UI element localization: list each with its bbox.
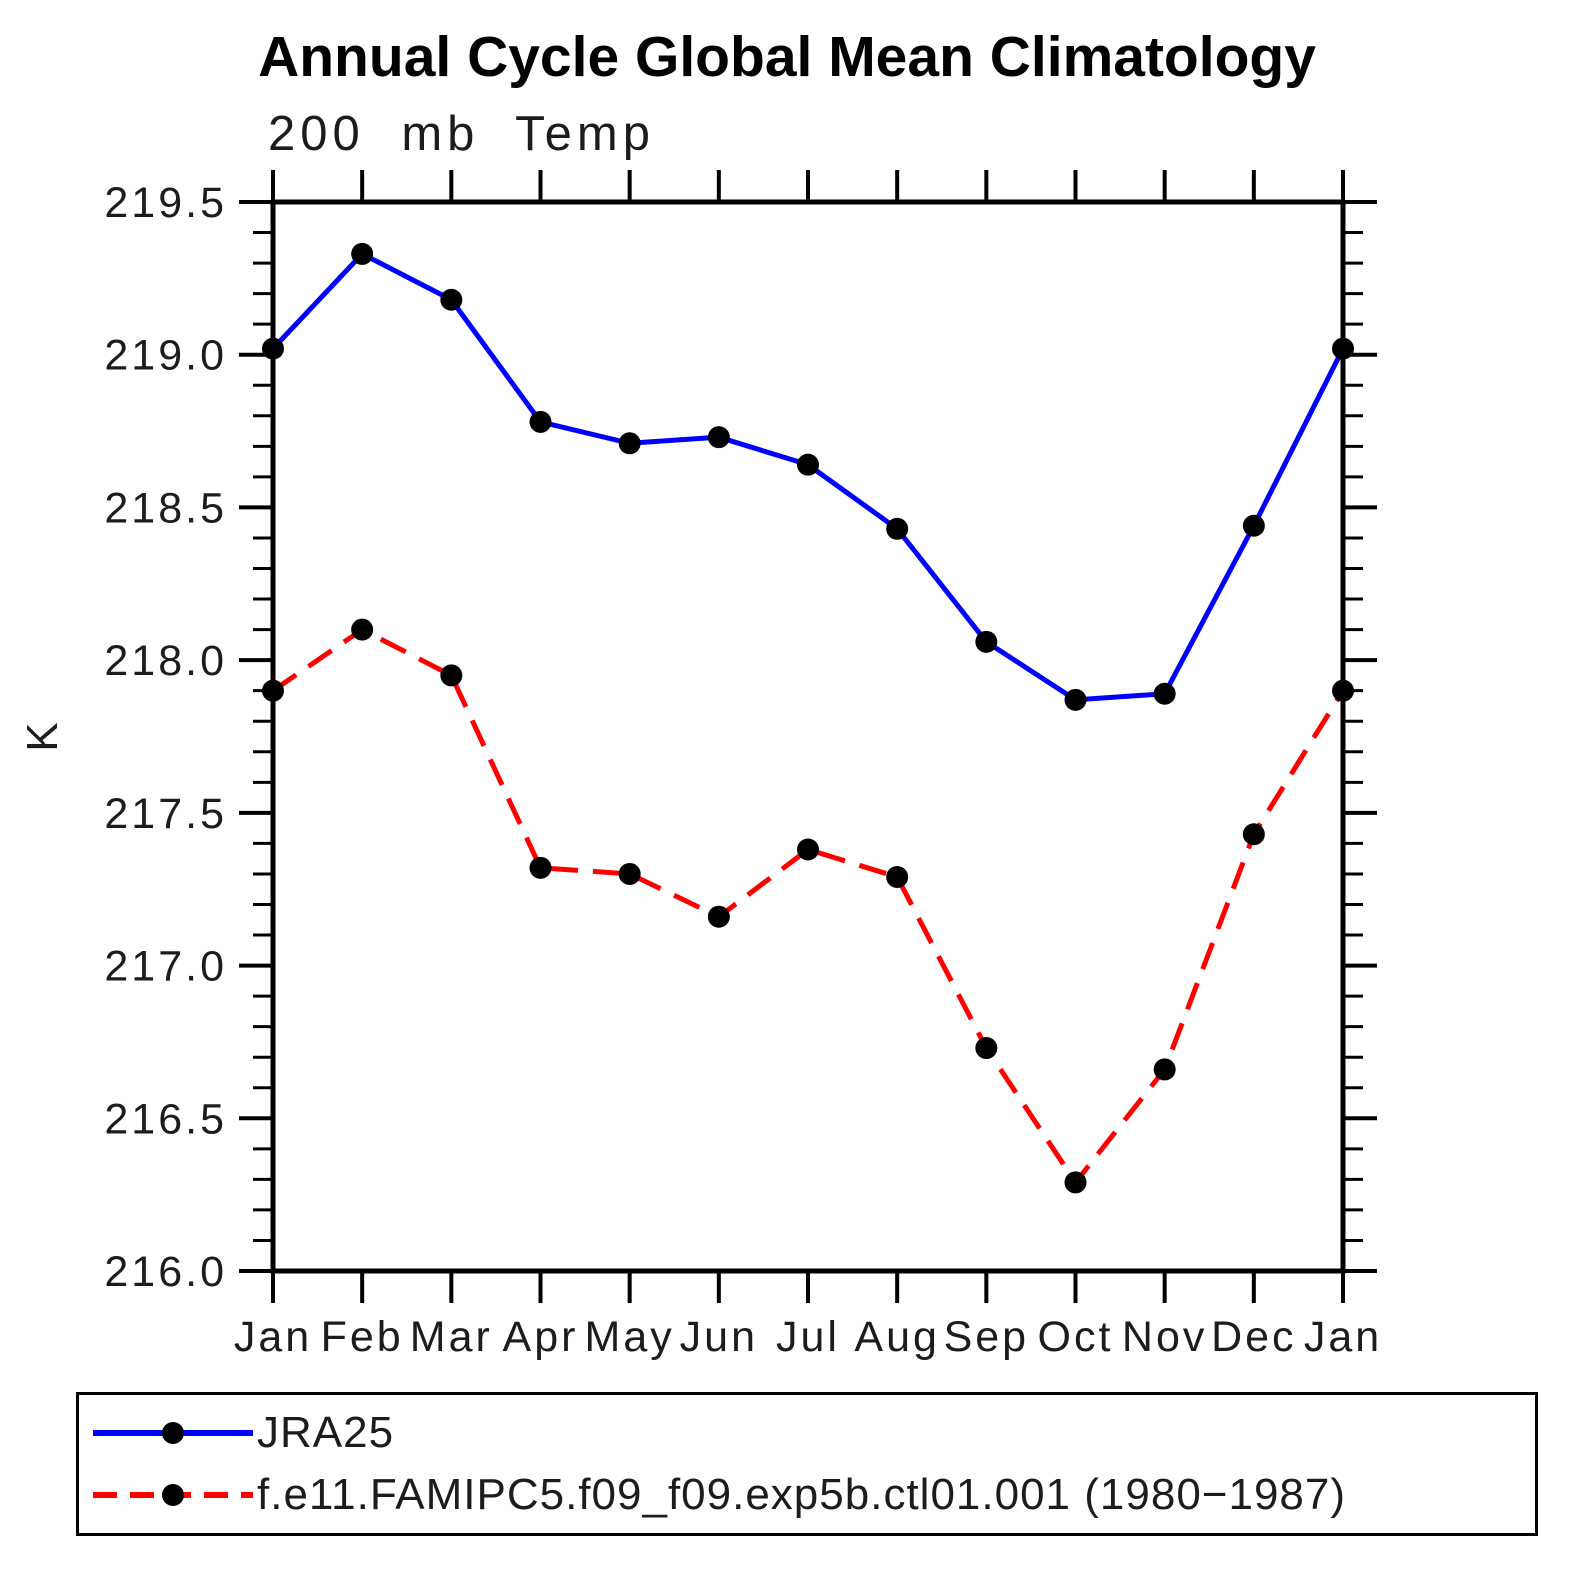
legend-marker-dot: [162, 1484, 184, 1507]
y-tick-label: 218.5: [104, 484, 227, 532]
y-tick-label: 217.5: [104, 790, 227, 838]
data-point-marker: [351, 618, 374, 641]
y-tick-label: 216.5: [104, 1095, 227, 1143]
chart-title: Annual Cycle Global Mean Climatology: [258, 25, 1316, 89]
x-tick-label: Feb: [321, 1313, 404, 1361]
x-tick-label: Dec: [1211, 1313, 1296, 1361]
series-line-jra25: [271, 250, 1346, 703]
legend-row-model: f.e11.FAMIPC5.f09_f09.exp5b.ctl01.001 (1…: [89, 1470, 1535, 1520]
y-tick-label: 217.0: [104, 943, 227, 991]
data-point-marker: [1242, 823, 1265, 846]
x-tick-label: Apr: [503, 1313, 579, 1361]
x-tick-label: Jul: [776, 1313, 840, 1361]
data-point-marker: [975, 1037, 998, 1060]
data-point-marker: [529, 410, 552, 433]
data-point-marker: [1064, 688, 1087, 711]
data-point-marker: [1242, 514, 1265, 537]
data-point-marker: [262, 679, 284, 702]
data-point-marker: [618, 432, 641, 455]
data-point-marker: [886, 517, 909, 540]
data-point-marker: [886, 865, 909, 888]
data-point-marker: [1153, 1058, 1176, 1081]
y-tick-label: 219.0: [104, 332, 227, 380]
data-point-marker: [707, 426, 730, 449]
legend-label: f.e11.FAMIPC5.f09_f09.exp5b.ctl01.001 (1…: [257, 1470, 1347, 1520]
data-point-marker: [975, 630, 998, 653]
data-point-marker: [351, 242, 374, 265]
x-tick-label: Nov: [1122, 1313, 1207, 1361]
legend-box: JRA25 f.e11.FAMIPC5.f09_f09.exp5b.ctl01.0…: [76, 1392, 1538, 1536]
legend-line-swatch: [93, 1421, 253, 1444]
x-tick-label: May: [585, 1313, 675, 1361]
axis-frame: [270, 199, 1346, 1274]
data-point-marker: [440, 664, 463, 687]
data-point-marker: [797, 838, 819, 861]
data-point-marker: [1153, 682, 1176, 705]
x-tick-label: Jun: [680, 1313, 758, 1361]
x-tick-label: Mar: [410, 1313, 493, 1361]
x-tick-label: Jan: [234, 1313, 312, 1361]
legend-label: JRA25: [257, 1407, 395, 1457]
data-point-marker: [1064, 1171, 1087, 1194]
x-tick-label: Aug: [854, 1313, 940, 1361]
legend-line-swatch: [93, 1484, 253, 1507]
data-point-marker: [1332, 679, 1354, 702]
legend-marker-dot: [162, 1421, 184, 1444]
data-point-marker: [1332, 337, 1354, 360]
data-point-marker: [707, 905, 730, 928]
series-line-model: [271, 626, 1346, 1187]
data-point-marker: [440, 288, 463, 311]
data-point-marker: [262, 337, 284, 360]
y-tick-label: 218.0: [104, 637, 227, 685]
data-point-marker: [618, 862, 641, 885]
data-point-marker: [797, 453, 819, 476]
y-tick-label: 216.0: [104, 1248, 227, 1296]
x-tick-label: Oct: [1038, 1313, 1114, 1361]
chart-subtitle: 200 mb Temp: [268, 107, 655, 161]
x-tick-label: Jan: [1304, 1313, 1382, 1361]
x-tick-label: Sep: [944, 1313, 1030, 1361]
y-tick-label: 219.5: [104, 179, 227, 227]
legend-row-jra25: JRA25: [89, 1408, 1535, 1458]
data-point-marker: [529, 856, 552, 879]
